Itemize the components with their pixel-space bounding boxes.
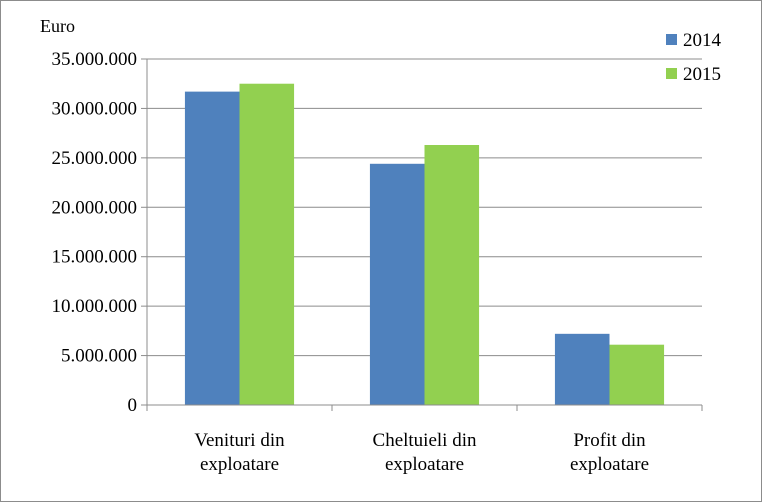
category-labels: Venituri din exploatare Cheltuieli din expl… — [194, 430, 649, 475]
y-tick-label: 20.000.000 — [52, 197, 138, 218]
bar-2015-0 — [239, 83, 295, 405]
category-label: Venituri din exploatare — [194, 430, 285, 475]
y-tick-label: 35.000.000 — [52, 49, 138, 70]
y-tick-label: 25.000.000 — [52, 148, 138, 169]
legend-swatch — [666, 68, 677, 79]
bar-2014-1 — [369, 163, 425, 405]
legend-swatch — [666, 34, 677, 45]
bar-2015-2 — [609, 344, 665, 405]
y-tick-label: 0 — [128, 395, 138, 416]
legend-label: 2015 — [683, 64, 721, 85]
legend-label: 2014 — [683, 30, 722, 51]
y-axis-label: Euro — [40, 16, 75, 36]
y-tick-label: 30.000.000 — [52, 98, 138, 119]
y-tick-label: 5.000.000 — [61, 346, 137, 367]
bar-2015-1 — [424, 145, 480, 405]
axes — [141, 58, 703, 411]
y-tick-label: 15.000.000 — [52, 247, 138, 268]
category-label: Cheltuieli din exploatare — [373, 430, 477, 475]
y-tick-labels: 0 5.000.000 10.000.000 15.000.000 20.000.000… — [52, 49, 138, 416]
bar-2014-0 — [184, 91, 240, 405]
y-tick-label: 10.000.000 — [52, 296, 138, 317]
legend: 2014 2015 — [666, 30, 722, 85]
bar-2014-2 — [554, 333, 610, 405]
bars — [184, 83, 665, 405]
category-label: Profit din exploatare — [570, 430, 649, 475]
